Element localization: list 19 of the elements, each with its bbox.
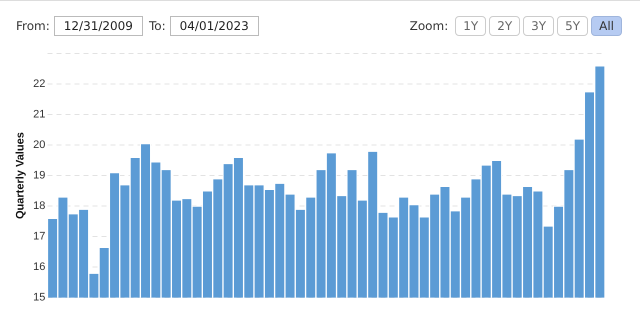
text: Zoom: xyxy=(410,19,448,33)
text: 2Y xyxy=(489,16,520,36)
text: 12/31/2009 xyxy=(54,16,143,36)
y-tick-label: 22 xyxy=(33,78,46,90)
text: 04/01/2023 xyxy=(170,16,259,36)
text: 5Y xyxy=(557,16,588,36)
y-tick-label: 20 xyxy=(33,139,46,152)
y-tick-label: 21 xyxy=(33,108,46,121)
y-tick-label: 15 xyxy=(33,292,46,304)
y-tick-label: 18 xyxy=(33,200,46,212)
y-tick-label: 17 xyxy=(33,230,46,243)
y-tick-label: 19 xyxy=(33,170,46,182)
text: All xyxy=(591,16,622,36)
y-tick-label: 16 xyxy=(33,261,46,274)
text: To: xyxy=(148,19,166,33)
text: 1Y xyxy=(455,16,486,36)
y-axis-title: Quarterly Values xyxy=(14,132,27,220)
text: 3Y xyxy=(523,16,554,36)
text: From: xyxy=(16,19,50,33)
